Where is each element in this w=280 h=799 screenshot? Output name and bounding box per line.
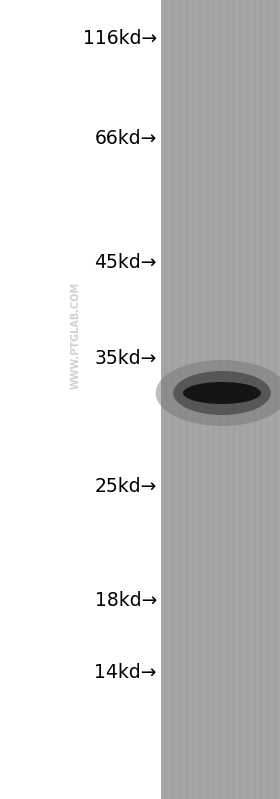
Bar	[226, 0, 229, 799]
Text: 18kd→: 18kd→	[95, 591, 157, 610]
Bar	[185, 0, 188, 799]
Text: 35kd→: 35kd→	[95, 348, 157, 368]
Bar	[195, 0, 199, 799]
Bar	[212, 0, 215, 799]
Ellipse shape	[183, 382, 261, 404]
Bar	[270, 0, 273, 799]
Text: WWW.PTGLAB.COM: WWW.PTGLAB.COM	[71, 282, 81, 389]
Bar	[253, 0, 256, 799]
Bar	[199, 0, 202, 799]
Ellipse shape	[173, 371, 271, 415]
Bar	[205, 0, 209, 799]
Bar	[168, 0, 171, 799]
Bar	[222, 0, 226, 799]
Bar	[192, 0, 195, 799]
Bar	[246, 0, 249, 799]
Text: 66kd→: 66kd→	[95, 129, 157, 148]
Bar	[215, 0, 219, 799]
Bar	[171, 0, 175, 799]
Bar	[219, 0, 222, 799]
Bar	[249, 0, 253, 799]
Bar	[260, 0, 263, 799]
Ellipse shape	[156, 360, 280, 426]
Bar	[202, 0, 205, 799]
Text: 116kd→: 116kd→	[83, 29, 157, 47]
Bar	[161, 0, 280, 799]
Text: 25kd→: 25kd→	[95, 478, 157, 496]
Bar	[256, 0, 260, 799]
Text: 45kd→: 45kd→	[94, 253, 157, 272]
Bar	[242, 0, 246, 799]
Bar	[236, 0, 239, 799]
Text: 14kd→: 14kd→	[94, 662, 157, 682]
Bar	[181, 0, 185, 799]
Bar	[263, 0, 266, 799]
Bar	[178, 0, 181, 799]
Bar	[266, 0, 270, 799]
Bar	[175, 0, 178, 799]
Bar	[161, 0, 164, 799]
Bar	[164, 0, 168, 799]
Bar	[232, 0, 236, 799]
Bar	[239, 0, 242, 799]
Bar	[209, 0, 212, 799]
Bar	[273, 0, 277, 799]
Bar	[229, 0, 232, 799]
Bar	[277, 0, 280, 799]
Bar	[188, 0, 192, 799]
